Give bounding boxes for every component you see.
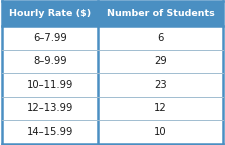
Bar <box>2 1 98 26</box>
Bar <box>98 97 223 120</box>
Bar <box>98 73 223 97</box>
Text: 8–9.99: 8–9.99 <box>33 57 67 67</box>
Text: Hourly Rate ($): Hourly Rate ($) <box>9 9 91 18</box>
Bar <box>98 50 223 73</box>
Text: 6: 6 <box>157 33 164 43</box>
Bar <box>2 120 98 144</box>
Bar <box>2 97 98 120</box>
Text: 10: 10 <box>154 127 167 137</box>
Text: Number of Students: Number of Students <box>107 9 214 18</box>
Text: 10–11.99: 10–11.99 <box>27 80 73 90</box>
Text: 6–7.99: 6–7.99 <box>33 33 67 43</box>
Bar <box>98 1 223 26</box>
Bar <box>98 26 223 50</box>
Bar <box>98 120 223 144</box>
Text: 14–15.99: 14–15.99 <box>27 127 73 137</box>
Bar <box>2 50 98 73</box>
Text: 23: 23 <box>154 80 167 90</box>
Bar <box>2 73 98 97</box>
Text: 12–13.99: 12–13.99 <box>27 103 73 113</box>
Text: 29: 29 <box>154 57 167 67</box>
Text: 12: 12 <box>154 103 167 113</box>
Bar <box>2 26 98 50</box>
